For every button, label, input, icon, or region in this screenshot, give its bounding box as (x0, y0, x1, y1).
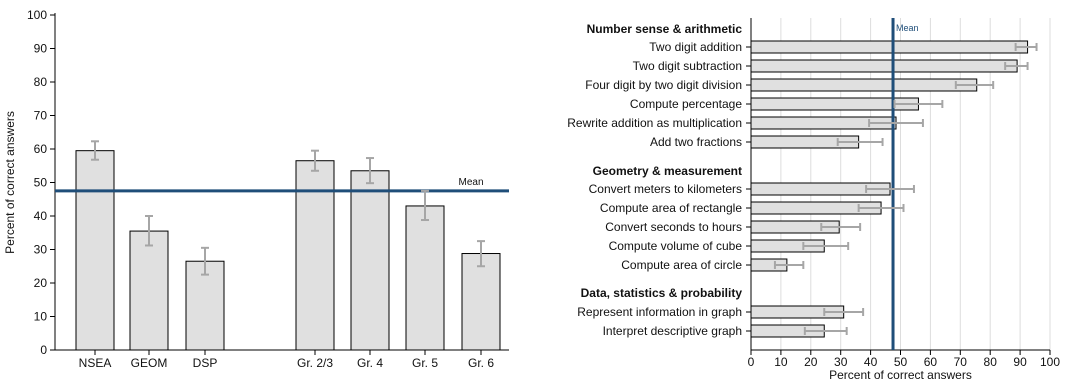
y-tick-label: 80 (34, 75, 48, 89)
x-tick-label: DSP (193, 356, 218, 370)
bar (350, 170, 390, 351)
x-tick-label: 0 (748, 355, 755, 369)
y-tick-label: Four digit by two digit division (585, 78, 742, 92)
group-title: Data, statistics & probability (581, 286, 743, 300)
y-tick-label: 20 (34, 276, 48, 290)
mean-label: Mean (896, 23, 919, 33)
x-axis-label: Percent of correct answers (829, 368, 972, 382)
y-tick-label: Compute area of rectangle (600, 201, 742, 215)
left-bar-chart: 0 10 20 30 40 50 60 70 80 90 100 Percent of correct… (3, 8, 509, 370)
group-title: Number sense & arithmetic (587, 22, 743, 36)
x-tick-label: Gr. 6 (468, 356, 494, 370)
x-tick-label: 70 (954, 355, 968, 369)
y-tick-label: 40 (34, 209, 48, 223)
x-tick-label: 20 (804, 355, 818, 369)
y-tick-label: 50 (34, 176, 48, 190)
x-tick-label: Gr. 4 (357, 356, 383, 370)
bar (750, 40, 1029, 54)
y-tick-label: Interpret descriptive graph (603, 324, 742, 338)
y-tick-label: 60 (34, 142, 48, 156)
bar (185, 260, 225, 351)
x-tick-label: 90 (1013, 355, 1027, 369)
y-tick-label: 0 (40, 343, 47, 357)
x-tick-label: 30 (834, 355, 848, 369)
y-tick-label: Rewrite addition as multiplication (567, 116, 742, 130)
y-tick-label: Compute percentage (630, 97, 742, 111)
x-tick-label: Gr. 5 (412, 356, 438, 370)
mean-label: Mean (458, 177, 483, 188)
bar (75, 150, 115, 351)
y-tick-label: 30 (34, 243, 48, 257)
y-tick-label: 100 (27, 8, 47, 22)
bar (405, 205, 445, 351)
x-tick-label: 100 (1040, 355, 1060, 369)
x-tick-label: 50 (894, 355, 908, 369)
y-tick-label: 70 (34, 109, 48, 123)
y-tick-label: Two digit addition (649, 40, 742, 54)
y-axis-label: Percent of correct answers (3, 111, 17, 254)
x-tick-label: Gr. 2/3 (297, 356, 333, 370)
y-tick-label: Compute volume of cube (609, 239, 743, 253)
x-tick-label: 80 (984, 355, 998, 369)
y-tick-label: Represent information in graph (577, 305, 742, 319)
y-tick-label: Add two fractions (650, 135, 742, 149)
bar (129, 230, 169, 351)
bar (461, 253, 501, 351)
x-tick-label: GEOM (131, 356, 168, 370)
y-tick-label: Two digit subtraction (633, 59, 742, 73)
group-title: Geometry & measurement (593, 164, 742, 178)
y-tick-label: 10 (34, 310, 48, 324)
x-tick-label: 60 (924, 355, 938, 369)
bar (750, 78, 978, 92)
bar (750, 59, 1018, 73)
y-tick-label: Convert meters to kilometers (589, 182, 742, 196)
y-tick-label: 90 (34, 42, 48, 56)
x-tick-label: 10 (774, 355, 788, 369)
y-tick-label: Convert seconds to hours (605, 220, 742, 234)
x-tick-label: NSEA (79, 356, 112, 370)
x-tick-label: 40 (864, 355, 878, 369)
y-tick-label: Compute area of circle (621, 258, 742, 272)
